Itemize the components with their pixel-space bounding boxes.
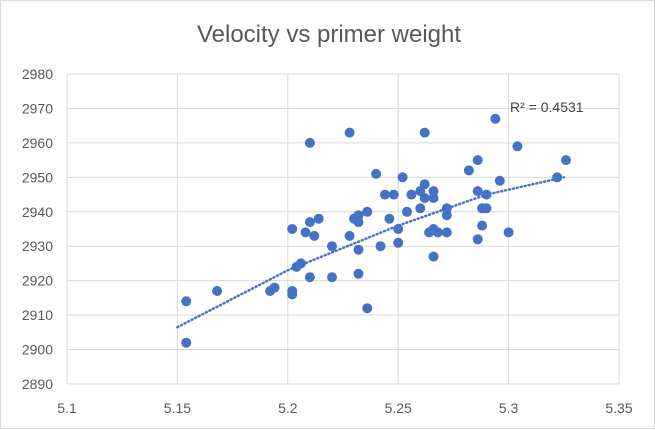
data-point <box>353 244 364 255</box>
data-point <box>384 213 395 224</box>
data-point <box>402 206 412 217</box>
data-point <box>181 337 192 348</box>
x-tick-label: 5.15 <box>164 400 191 416</box>
y-tick-label: 2980 <box>22 66 53 82</box>
data-point <box>472 234 483 245</box>
data-point <box>441 210 452 221</box>
data-point <box>428 251 439 262</box>
data-point <box>490 113 501 124</box>
data-point <box>353 217 364 228</box>
data-point <box>344 230 355 241</box>
data-point <box>362 303 373 314</box>
data-point <box>419 193 430 203</box>
y-tick-label: 2940 <box>22 204 53 220</box>
data-point <box>313 213 324 224</box>
data-point <box>353 210 364 221</box>
data-point <box>552 172 563 183</box>
data-point <box>419 127 430 138</box>
y-tick-label: 2950 <box>22 169 53 185</box>
data-point <box>380 189 390 200</box>
data-point <box>503 227 514 238</box>
y-tick-label: 2900 <box>22 342 53 358</box>
y-tick-label: 2930 <box>22 238 53 254</box>
x-tick-label: 5.25 <box>385 400 412 416</box>
data-point <box>304 137 315 148</box>
data-point <box>371 168 382 179</box>
data-point <box>287 289 298 300</box>
x-tick-label: 5.3 <box>499 400 519 416</box>
r-squared-label: R² = 0.4531 <box>510 99 584 115</box>
data-point <box>481 203 492 214</box>
data-point <box>406 189 417 200</box>
data-point <box>415 203 426 214</box>
data-point <box>472 155 483 166</box>
data-point <box>304 272 315 283</box>
x-tick-label: 5.35 <box>605 400 632 416</box>
data-point <box>304 217 315 228</box>
data-point <box>397 172 408 183</box>
data-point <box>296 258 306 269</box>
tick-labels: 5.1 5.15 5.2 5.25 5.3 5.35 2890 2900 2910 2920 293… <box>22 66 633 416</box>
data-point <box>481 189 492 200</box>
data-point <box>353 268 364 279</box>
data-point <box>309 230 320 241</box>
data-point <box>327 241 337 252</box>
y-tick-label: 2890 <box>22 376 53 392</box>
data-point <box>362 206 373 217</box>
y-tick-label: 2910 <box>22 307 53 323</box>
data-point <box>327 272 337 283</box>
data-point <box>287 224 298 234</box>
data-point <box>512 141 523 152</box>
data-point <box>472 186 483 197</box>
gridlines <box>66 73 620 385</box>
data-point <box>344 127 355 138</box>
x-tick-label: 5.1 <box>57 400 77 416</box>
y-tick-label: 2920 <box>22 273 53 289</box>
data-point <box>393 224 404 234</box>
data-point <box>432 227 443 238</box>
y-tick-label: 2960 <box>22 135 53 151</box>
data-point <box>441 227 452 238</box>
data-point <box>181 296 192 307</box>
chart-title: Velocity vs primer weight <box>197 21 461 48</box>
data-point <box>463 165 474 176</box>
data-point <box>441 203 452 214</box>
data-point <box>388 189 399 200</box>
data-point <box>561 155 571 166</box>
data-point <box>428 186 439 197</box>
data-point <box>393 237 404 248</box>
x-tick-label: 5.2 <box>278 400 298 416</box>
data-point <box>419 179 430 190</box>
data-point <box>477 220 488 231</box>
data-point <box>269 282 280 293</box>
data-point <box>494 175 505 186</box>
data-point <box>428 193 439 203</box>
data-point <box>300 227 311 238</box>
data-point <box>212 286 223 296</box>
data-point <box>375 241 386 252</box>
data-points <box>181 113 571 348</box>
y-tick-label: 2970 <box>22 100 53 116</box>
